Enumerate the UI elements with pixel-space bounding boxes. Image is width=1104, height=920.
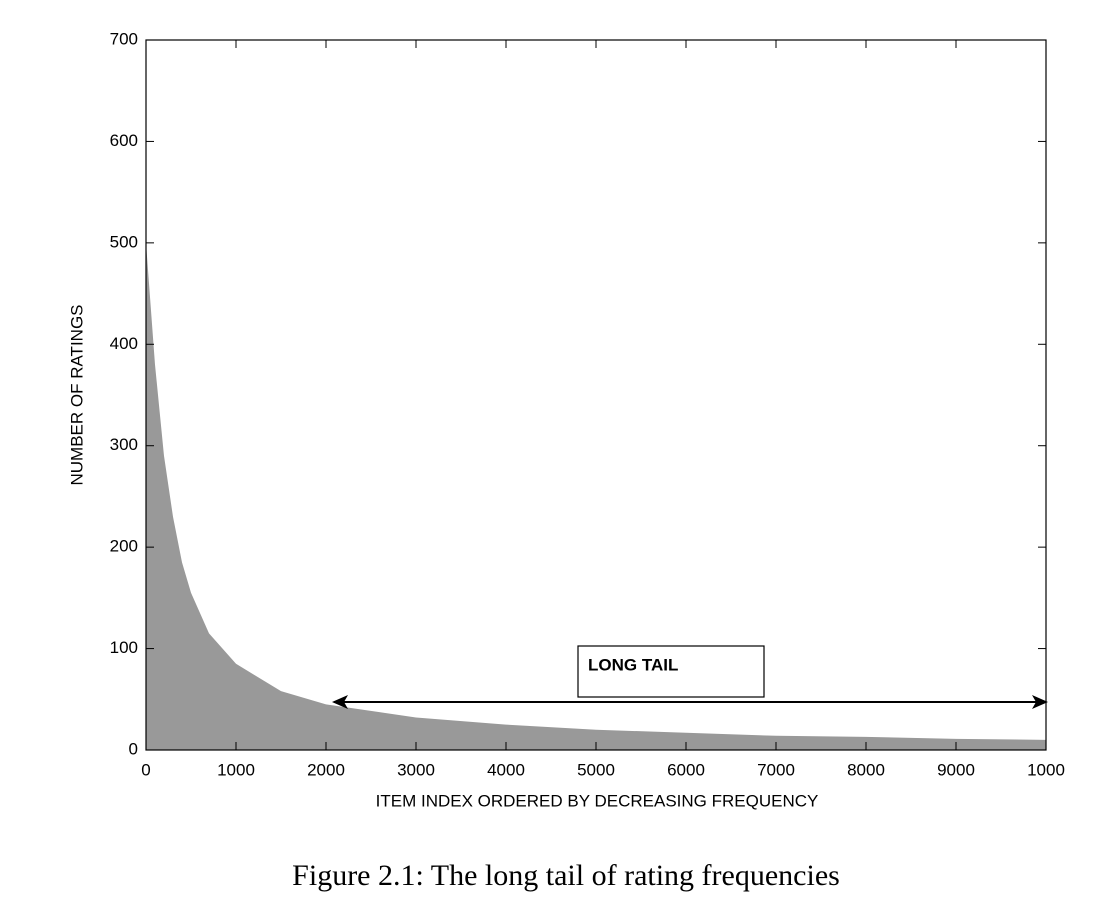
y-axis-label: NUMBER OF RATINGS — [67, 304, 86, 485]
x-tick-label: 7000 — [757, 760, 795, 779]
x-tick-label: 5000 — [577, 760, 615, 779]
caption: Figure 2.1: The long tail of rating freq… — [292, 859, 840, 892]
arrow-head-left — [332, 695, 348, 709]
annotation-box — [577, 645, 765, 698]
y-tick-label: 200 — [110, 537, 138, 556]
x-tick-label: 3000 — [397, 760, 435, 779]
y-tick-label: 400 — [110, 334, 138, 353]
y-tick-label: 500 — [110, 232, 138, 251]
arrow-head-right — [1032, 695, 1048, 709]
y-tick-label: 300 — [110, 435, 138, 454]
y-tick-label: 0 — [129, 739, 138, 758]
y-tick-label: 700 — [110, 29, 138, 48]
x-tick-label: 9000 — [937, 760, 975, 779]
x-tick-label: 0 — [141, 760, 150, 779]
annotation-text: LONG TAIL — [588, 655, 678, 674]
x-tick-label: 2000 — [307, 760, 345, 779]
area — [146, 242, 1046, 750]
x-tick-label: 4000 — [487, 760, 525, 779]
x-tick-label: 1000 — [217, 760, 255, 779]
y-tick-label: 100 — [110, 638, 138, 657]
y-tick-label: 600 — [110, 131, 138, 150]
x-tick-label: 8000 — [847, 760, 885, 779]
plot-frame — [145, 39, 1047, 751]
x-axis-label: ITEM INDEX ORDERED BY DECREASING FREQUEN… — [376, 791, 819, 810]
x-tick-label: 6000 — [667, 760, 705, 779]
x-tick-label: 1000 — [1027, 760, 1065, 779]
